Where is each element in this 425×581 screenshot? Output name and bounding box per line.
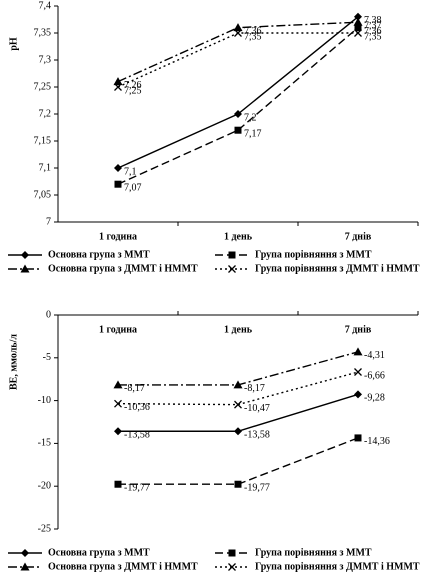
marker [233,380,243,389]
data-label: -9,28 [364,393,385,404]
data-label: -4,31 [364,350,385,361]
legend-label: Група порівняння з ДММТ і НММТ [255,561,420,572]
marker [354,390,362,399]
data-label: -10,47 [244,403,270,414]
data-label: -14,36 [364,436,390,447]
marker [234,29,242,37]
marker [354,368,362,376]
marker [354,29,362,37]
y-tick-label: -25 [38,523,51,534]
marker [234,126,242,134]
data-label: 7,07 [124,182,142,193]
y-tick-label: 7,1 [39,162,52,173]
marker [233,23,243,32]
y-tick-label: -20 [38,480,51,491]
legend-label: Група порівняння з ММТ [255,249,372,260]
marker [114,480,122,488]
legend-label: Основна група з ММТ [48,547,150,558]
series-line [117,21,359,83]
legend-label: Група порівняння з ДММТ і НММТ [255,263,420,274]
x-tick-label: 1 година [99,231,137,242]
data-label: -19,77 [244,483,270,494]
legend-label: Група порівняння з ММТ [255,547,372,558]
marker [113,77,123,86]
marker [21,251,29,259]
data-label: 7,36 [364,26,382,37]
data-label: -13,58 [244,430,270,441]
marker [234,400,242,409]
legend-label: Основна група з ДММТ і НММТ [48,561,198,572]
marker [234,110,242,118]
marker [21,549,29,557]
marker [228,265,236,273]
data-label: 7,37 [364,20,382,31]
y-tick-label: 7,25 [34,81,52,92]
data-label: -19,77 [124,483,150,494]
data-label: 7,2 [244,112,257,123]
marker [354,12,362,21]
y-axis-label: BE, ммоль/л [8,334,19,390]
y-tick-label: -5 [43,352,51,363]
data-label: 7,35 [364,31,382,42]
y-tick-label: 7,05 [34,189,52,200]
series-line [117,27,359,185]
marker [114,164,122,172]
marker [353,347,363,356]
data-label: 7,17 [244,128,262,139]
x-tick-label: 7 днів [345,324,372,335]
y-tick-label: 7,15 [34,135,52,146]
y-tick-label: 7,35 [34,27,52,38]
marker [228,251,236,259]
marker [234,427,242,436]
marker [234,480,242,488]
y-tick-label: 7,4 [39,0,52,11]
y-tick-label: -15 [38,438,51,449]
data-label: 7,26 [124,80,142,91]
marker [114,399,122,408]
data-label: 7,36 [244,26,262,37]
data-label: 7,1 [124,166,137,177]
x-tick-label: 1 день [224,231,253,242]
marker [114,180,122,188]
series-line [117,16,359,169]
y-axis-label: pH [8,37,19,51]
data-label: -10,36 [124,402,150,413]
data-label: -8,17 [244,383,265,394]
data-label: -8,17 [124,383,145,394]
marker [20,264,30,273]
data-label: 7,38 [364,15,382,26]
marker [114,427,122,436]
legend-label: Основна група з ДММТ і НММТ [48,263,198,274]
x-tick-label: 7 днів [345,231,372,242]
data-label: 7,35 [244,31,262,42]
y-tick-label: 7,3 [39,54,52,65]
marker [228,563,236,571]
x-tick-label: 1 година [99,324,137,335]
y-tick-label: 0 [46,309,51,320]
marker [353,17,363,26]
y-tick-label: -10 [38,395,51,406]
marker [228,549,236,557]
data-label: -13,58 [124,430,150,441]
series-line [118,393,359,432]
y-tick-label: 7,2 [39,108,52,119]
legend-label: Основна група з ММТ [48,249,150,260]
x-tick-label: 1 день [224,324,253,335]
series-line [117,32,358,88]
marker [113,380,123,389]
series-line [118,437,359,485]
data-label: -6,66 [364,370,385,381]
y-tick-label: 7 [46,216,51,227]
marker [20,562,30,571]
marker [354,434,362,442]
series-line [118,351,359,386]
data-label: 7,25 [124,85,142,96]
marker [114,83,122,91]
marker [354,24,362,32]
